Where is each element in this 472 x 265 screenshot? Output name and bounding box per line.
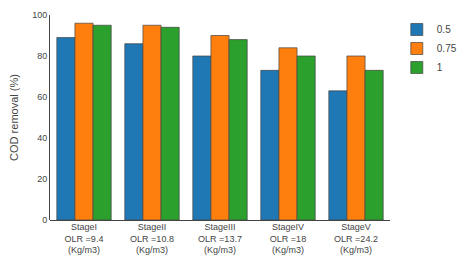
svg-text:100: 100: [32, 10, 47, 20]
svg-text:40: 40: [37, 133, 47, 143]
svg-text:1: 1: [437, 62, 443, 73]
svg-text:80: 80: [37, 51, 47, 61]
svg-text:0: 0: [42, 215, 47, 225]
svg-text:StageIIOLR =10.8(Kg/m3): StageIIOLR =10.8(Kg/m3): [130, 222, 174, 255]
svg-text:0.5: 0.5: [437, 24, 451, 35]
svg-text:COD removal (%): COD removal (%): [8, 74, 20, 161]
svg-text:0.75: 0.75: [437, 43, 457, 54]
svg-text:StageIOLR =9.4(Kg/m3): StageIOLR =9.4(Kg/m3): [65, 222, 104, 255]
svg-text:StageIIIOLR =13.7(Kg/m3): StageIIIOLR =13.7(Kg/m3): [198, 222, 242, 255]
svg-text:StageVOLR =24.2(Kg/m3): StageVOLR =24.2(Kg/m3): [334, 222, 378, 255]
svg-text:StageIVOLR =18(Kg/m3): StageIVOLR =18(Kg/m3): [270, 222, 306, 255]
svg-text:60: 60: [37, 92, 47, 102]
svg-text:20: 20: [37, 174, 47, 184]
